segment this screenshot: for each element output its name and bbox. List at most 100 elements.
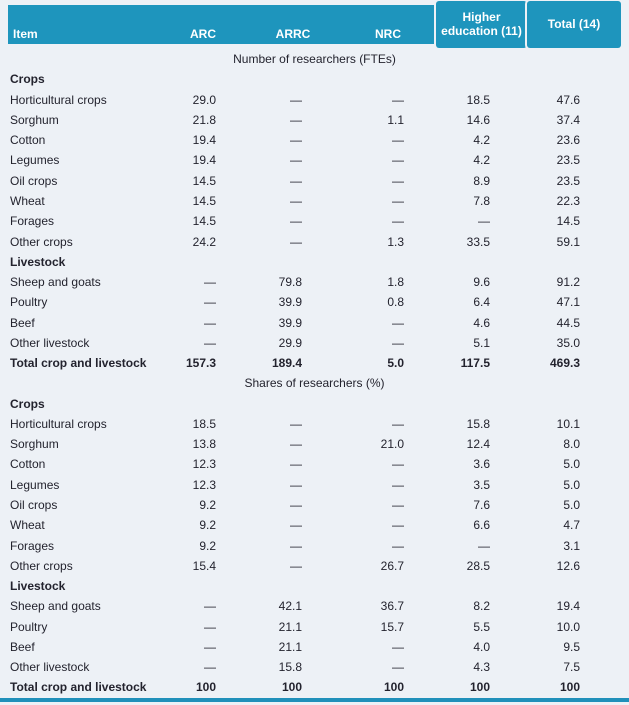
cell-arc: 24.2 bbox=[192, 234, 216, 249]
cell-arrc: — bbox=[290, 477, 302, 492]
cell-arrc: — bbox=[290, 538, 302, 553]
table-row: Horticultural crops 18.5 — — 15.8 10.1 bbox=[8, 414, 621, 434]
section-title: Shares of researchers (%) bbox=[244, 376, 385, 391]
cell-total: 37.4 bbox=[556, 112, 580, 127]
cell-arc: 100 bbox=[195, 680, 216, 695]
cell-total: 35.0 bbox=[556, 335, 580, 350]
table-row: Cotton 19.4 — — 4.2 23.6 bbox=[8, 130, 621, 150]
table-row: Other livestock — 29.9 — 5.1 35.0 bbox=[8, 333, 621, 353]
table-header: Item ARC ARRC NRC Higher education (11) … bbox=[8, 0, 621, 49]
cell-higher-education: 4.2 bbox=[473, 133, 490, 148]
cell-total: 9.5 bbox=[563, 639, 580, 654]
cell-total: 23.6 bbox=[556, 133, 580, 148]
cell-higher-education: 4.3 bbox=[473, 660, 490, 675]
table-body: Number of researchers (FTEs) Crops Horti… bbox=[8, 49, 621, 698]
cell-arc: — bbox=[204, 619, 216, 634]
row-label: Livestock bbox=[10, 254, 66, 269]
cell-arrc: — bbox=[290, 518, 302, 533]
cell-higher-education: 3.5 bbox=[473, 477, 490, 492]
table-row: Crops bbox=[8, 394, 621, 414]
row-label: Wheat bbox=[10, 193, 45, 208]
table-row: Oil crops 9.2 — — 7.6 5.0 bbox=[8, 495, 621, 515]
table-row: Sorghum 13.8 — 21.0 12.4 8.0 bbox=[8, 434, 621, 454]
cell-total: 5.0 bbox=[563, 457, 580, 472]
cell-arc: 9.2 bbox=[199, 497, 216, 512]
cell-total: 47.1 bbox=[556, 295, 580, 310]
cell-nrc: 5.0 bbox=[387, 356, 404, 371]
row-label: Sorghum bbox=[10, 112, 59, 127]
cell-higher-education: — bbox=[478, 538, 490, 553]
table-row: Total crop and livestock 157.3 189.4 5.0… bbox=[8, 353, 621, 373]
cell-higher-education: 12.4 bbox=[466, 437, 490, 452]
cell-higher-education: 3.6 bbox=[473, 457, 490, 472]
cell-higher-education: 6.4 bbox=[473, 295, 490, 310]
cell-arrc: 189.4 bbox=[271, 356, 302, 371]
table-row: Poultry — 21.1 15.7 5.5 10.0 bbox=[8, 616, 621, 636]
cell-total: 23.5 bbox=[556, 153, 580, 168]
table-row: Cotton 12.3 — — 3.6 5.0 bbox=[8, 454, 621, 474]
cell-arc: 18.5 bbox=[192, 416, 216, 431]
cell-nrc: — bbox=[392, 153, 404, 168]
cell-total: 5.0 bbox=[563, 497, 580, 512]
cell-arc: 9.2 bbox=[199, 538, 216, 553]
cell-nrc: 36.7 bbox=[380, 599, 404, 614]
row-label: Legumes bbox=[10, 477, 60, 492]
cell-arrc: — bbox=[290, 173, 302, 188]
cell-nrc: — bbox=[392, 193, 404, 208]
cell-arrc: — bbox=[290, 234, 302, 249]
cell-nrc: — bbox=[392, 335, 404, 350]
cell-arrc: 42.1 bbox=[278, 599, 302, 614]
cell-total: 19.4 bbox=[556, 599, 580, 614]
column-header-item: Item bbox=[13, 27, 38, 42]
cell-nrc: — bbox=[392, 214, 404, 229]
row-label: Oil crops bbox=[10, 497, 58, 512]
cell-higher-education: 33.5 bbox=[466, 234, 490, 249]
cell-nrc: — bbox=[392, 92, 404, 107]
table-row: Other livestock — 15.8 — 4.3 7.5 bbox=[8, 657, 621, 677]
cell-nrc: 1.1 bbox=[387, 112, 404, 127]
cell-arc: 14.5 bbox=[192, 214, 216, 229]
cell-total: 44.5 bbox=[556, 315, 580, 330]
table-row: Legumes 12.3 — — 3.5 5.0 bbox=[8, 475, 621, 495]
cell-nrc: — bbox=[392, 477, 404, 492]
cell-total: 8.0 bbox=[563, 437, 580, 452]
row-label: Horticultural crops bbox=[10, 92, 107, 107]
table-row: Livestock bbox=[8, 576, 621, 596]
row-label: Total crop and livestock bbox=[10, 356, 147, 371]
row-label: Other crops bbox=[10, 234, 73, 249]
cell-total: 10.0 bbox=[556, 619, 580, 634]
cell-total: 469.3 bbox=[549, 356, 580, 371]
cell-nrc: — bbox=[392, 416, 404, 431]
cell-arc: 13.8 bbox=[192, 437, 216, 452]
cell-higher-education: 15.8 bbox=[466, 416, 490, 431]
row-label: Sheep and goats bbox=[10, 275, 101, 290]
cell-higher-education: 7.6 bbox=[473, 497, 490, 512]
cell-arc: — bbox=[204, 295, 216, 310]
cell-arrc: — bbox=[290, 214, 302, 229]
row-label: Wheat bbox=[10, 518, 45, 533]
table-row: Forages 14.5 — — — 14.5 bbox=[8, 211, 621, 231]
cell-arrc: 15.8 bbox=[278, 660, 302, 675]
row-label: Other livestock bbox=[10, 660, 90, 675]
cell-higher-education: 14.6 bbox=[466, 112, 490, 127]
cell-arrc: 39.9 bbox=[278, 315, 302, 330]
row-label: Oil crops bbox=[10, 173, 58, 188]
cell-nrc: — bbox=[392, 173, 404, 188]
cell-nrc: — bbox=[392, 133, 404, 148]
table-row: Legumes 19.4 — — 4.2 23.5 bbox=[8, 150, 621, 170]
row-label: Poultry bbox=[10, 295, 48, 310]
cell-total: 4.7 bbox=[563, 518, 580, 533]
cell-higher-education: 100 bbox=[469, 680, 490, 695]
cell-arc: 15.4 bbox=[192, 558, 216, 573]
cell-total: 5.0 bbox=[563, 477, 580, 492]
row-label: Poultry bbox=[10, 619, 48, 634]
row-label: Legumes bbox=[10, 153, 60, 168]
cell-arrc: — bbox=[290, 558, 302, 573]
cell-higher-education: 5.5 bbox=[473, 619, 490, 634]
cell-arc: 19.4 bbox=[192, 153, 216, 168]
cell-arc: — bbox=[204, 639, 216, 654]
cell-higher-education: — bbox=[478, 214, 490, 229]
table-row: Beef — 21.1 — 4.0 9.5 bbox=[8, 637, 621, 657]
cell-arrc: — bbox=[290, 193, 302, 208]
cell-nrc: — bbox=[392, 518, 404, 533]
